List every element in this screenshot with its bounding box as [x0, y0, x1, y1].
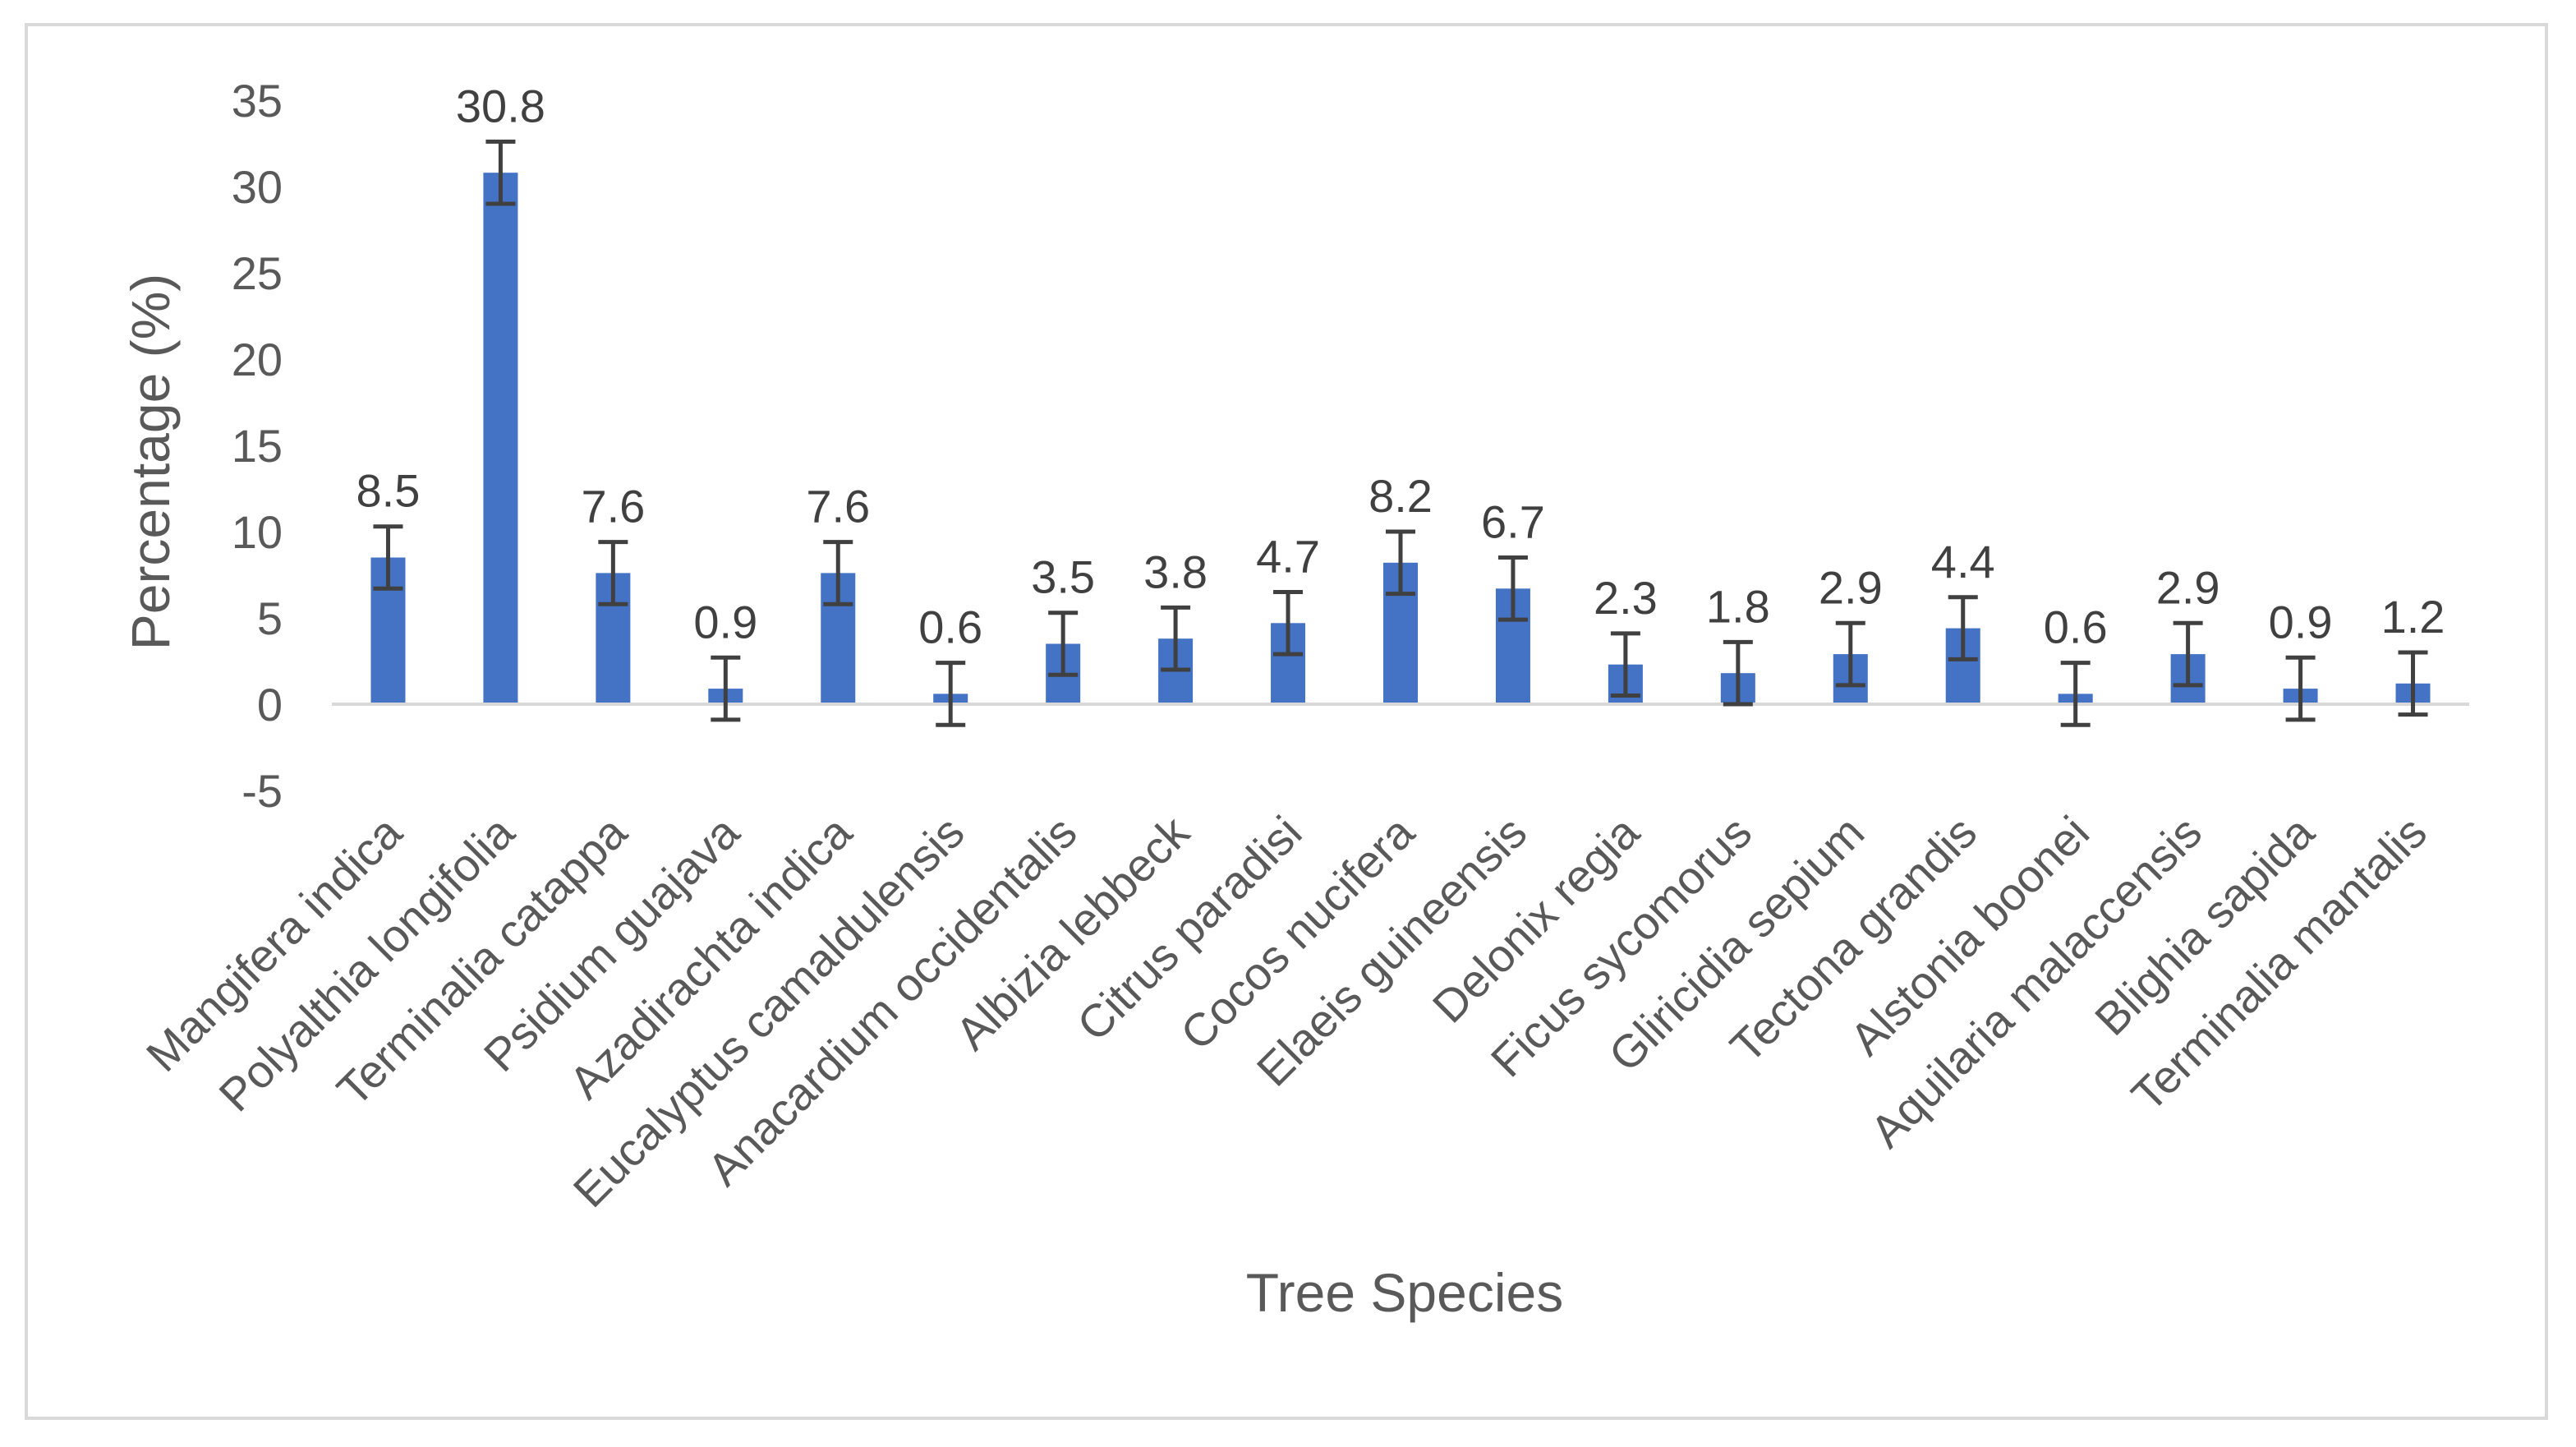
y-tick-label: 10	[232, 506, 283, 558]
bar-chart: 35 30 25 20 15 10 5 0 -5 8.5 30.8 7.6 0.9 7.6 0.6 3.5 3…	[120, 75, 2469, 1323]
data-label: 1.8	[1706, 580, 1770, 632]
error-bar	[2285, 655, 2316, 722]
data-label: 8.5	[356, 465, 421, 517]
data-label: 6.7	[1481, 496, 1545, 548]
data-label: 0.6	[2044, 601, 2108, 653]
error-bar	[1610, 631, 1640, 698]
data-label: 2.9	[2156, 561, 2220, 613]
error-bar	[936, 661, 966, 727]
bars-group	[370, 173, 2431, 704]
error-bar	[598, 540, 628, 606]
y-tick-label: 20	[232, 334, 283, 385]
data-label: 3.5	[1031, 551, 1095, 603]
bar	[483, 173, 518, 704]
data-label: 0.6	[918, 601, 982, 653]
data-label: 7.6	[806, 481, 870, 532]
error-bar	[1948, 595, 1978, 661]
data-label: 4.7	[1256, 531, 1320, 583]
data-label: 2.3	[1594, 572, 1658, 624]
error-bar	[1048, 611, 1079, 677]
data-label: 8.2	[1368, 470, 1433, 522]
y-axis-ticks: 35 30 25 20 15 10 5 0 -5	[232, 75, 283, 817]
x-axis-title: Tree Species	[1246, 1262, 1563, 1323]
chart-frame: 35 30 25 20 15 10 5 0 -5 8.5 30.8 7.6 0.9 7.6 0.6 3.5 3…	[25, 23, 2548, 1420]
y-tick-label: 35	[232, 75, 283, 127]
y-tick-label: 30	[232, 161, 283, 213]
data-label: 4.4	[1931, 536, 1995, 588]
error-bar	[485, 139, 516, 206]
y-axis-title: Percentage (%)	[120, 274, 181, 651]
error-bar	[1723, 639, 1753, 707]
data-label: 30.8	[456, 80, 545, 131]
data-label: 0.9	[693, 596, 757, 647]
error-bar	[2173, 620, 2203, 688]
error-bar	[711, 655, 741, 722]
data-label: 7.6	[581, 481, 645, 532]
error-bar	[823, 540, 853, 606]
error-bar	[1273, 590, 1304, 657]
error-bar	[1161, 605, 1191, 672]
y-tick-label: 0	[257, 679, 283, 730]
error-bar	[373, 524, 403, 591]
error-bar	[1386, 529, 1415, 597]
error-bars-group	[373, 139, 2428, 727]
data-label: 1.2	[2381, 591, 2445, 643]
error-bar	[1835, 620, 1865, 688]
y-tick-label: -5	[242, 765, 283, 817]
error-bar	[2398, 650, 2428, 717]
data-label: 0.9	[2269, 596, 2333, 647]
data-label: 3.8	[1143, 546, 1208, 597]
y-tick-label: 5	[257, 592, 283, 644]
error-bar	[2060, 661, 2091, 727]
y-tick-label: 25	[232, 247, 283, 299]
y-tick-label: 15	[232, 420, 283, 472]
data-labels-group: 8.5 30.8 7.6 0.9 7.6 0.6 3.5 3.8 4.7 8.2 6.7 2.3 1.8…	[356, 80, 2445, 652]
data-label: 2.9	[1819, 561, 1883, 613]
error-bar	[1497, 555, 1528, 622]
